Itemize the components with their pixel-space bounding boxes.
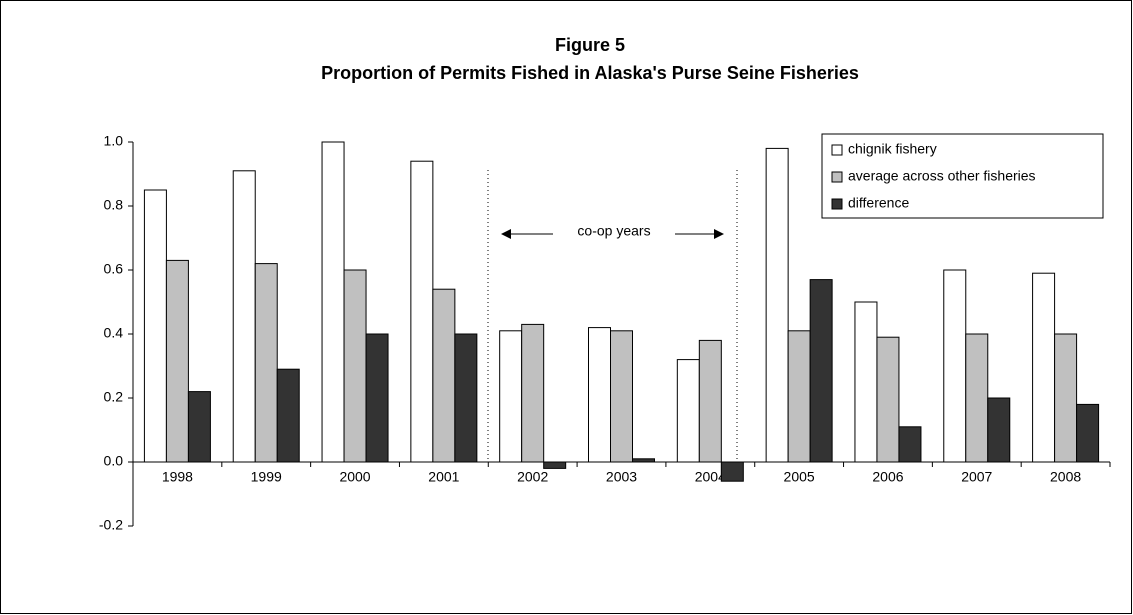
x-tick-label: 2004 bbox=[695, 469, 726, 485]
bar bbox=[987, 397, 1011, 463]
bar bbox=[432, 288, 456, 463]
arrow-left-head bbox=[501, 229, 511, 239]
bar bbox=[965, 333, 989, 463]
bar bbox=[588, 327, 611, 463]
bar bbox=[610, 330, 633, 463]
bar bbox=[720, 461, 744, 482]
chart-subtitle: Proportion of Permits Fished in Alaska's… bbox=[321, 63, 859, 83]
bar bbox=[787, 330, 811, 463]
bar bbox=[854, 301, 878, 463]
y-tick-label: -0.2 bbox=[99, 517, 123, 533]
y-tick-label: 0.2 bbox=[104, 389, 124, 405]
x-tick-label: 2008 bbox=[1050, 469, 1081, 485]
bar bbox=[276, 368, 300, 463]
legend-box bbox=[821, 133, 1104, 219]
legend-swatch bbox=[831, 144, 843, 156]
y-tick-label: 0.6 bbox=[104, 261, 124, 277]
chart-title: Figure 5 bbox=[555, 35, 625, 55]
bar bbox=[876, 336, 900, 463]
x-tick-label: 2007 bbox=[961, 469, 992, 485]
legend-swatch bbox=[831, 171, 843, 183]
y-tick-label: 0.4 bbox=[104, 325, 124, 341]
bar bbox=[143, 189, 167, 463]
bar bbox=[410, 160, 434, 463]
x-tick-label: 1998 bbox=[162, 469, 193, 485]
x-tick-label: 2002 bbox=[517, 469, 548, 485]
bar bbox=[254, 263, 278, 463]
y-tick-label: 0.8 bbox=[104, 197, 124, 213]
bar bbox=[321, 141, 345, 463]
bar bbox=[765, 147, 789, 463]
bar bbox=[521, 323, 545, 463]
bar bbox=[543, 461, 567, 469]
bar bbox=[809, 279, 833, 463]
legend-label: difference bbox=[848, 195, 909, 211]
bar bbox=[187, 391, 211, 463]
bar bbox=[676, 359, 700, 463]
x-tick-label: 2006 bbox=[872, 469, 903, 485]
legend-label: average across other fisheries bbox=[848, 168, 1036, 184]
x-tick-label: 2005 bbox=[784, 469, 815, 485]
x-tick-label: 2001 bbox=[428, 469, 459, 485]
x-tick-label: 2003 bbox=[606, 469, 637, 485]
arrow-right-head bbox=[714, 229, 724, 239]
y-tick-label: 0.0 bbox=[104, 453, 124, 469]
bar bbox=[232, 170, 256, 463]
legend-swatch bbox=[831, 198, 843, 210]
bar bbox=[698, 339, 722, 463]
bar bbox=[343, 269, 367, 463]
legend-label: chignik fishery bbox=[848, 141, 937, 157]
bar bbox=[943, 269, 967, 463]
x-tick-label: 2000 bbox=[339, 469, 370, 485]
bar bbox=[365, 333, 389, 463]
bar bbox=[1054, 333, 1078, 463]
bar bbox=[499, 330, 523, 463]
bar bbox=[898, 426, 922, 463]
bar bbox=[165, 259, 189, 463]
bar bbox=[1032, 272, 1056, 463]
annotation: co-op years bbox=[577, 223, 650, 239]
x-tick-label: 1999 bbox=[251, 469, 282, 485]
bar bbox=[1076, 403, 1100, 463]
y-tick-label: 1.0 bbox=[104, 133, 124, 149]
bar bbox=[454, 333, 478, 463]
